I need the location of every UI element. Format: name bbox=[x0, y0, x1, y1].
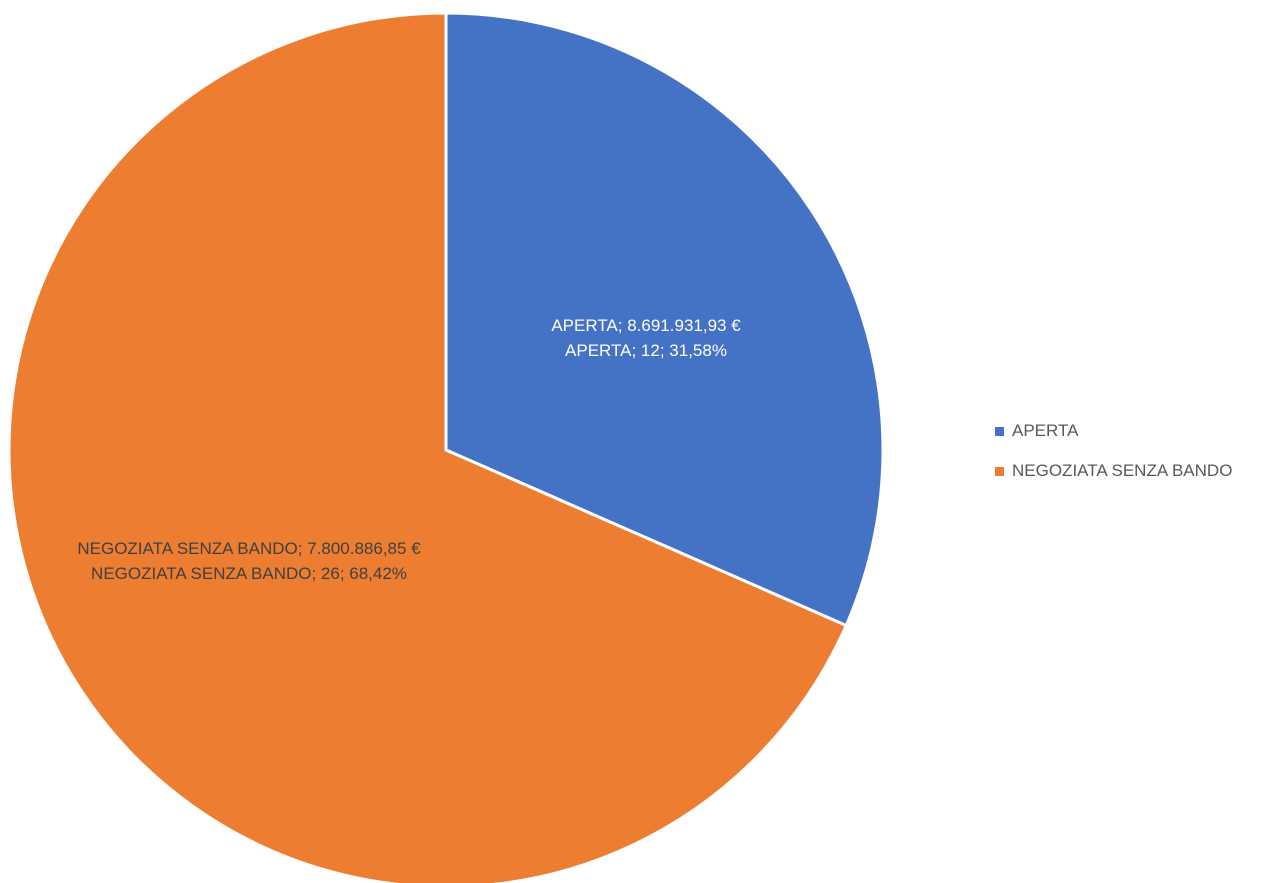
data-label-negoziata-amount: NEGOZIATA SENZA BANDO; 7.800.886,85 € bbox=[77, 539, 421, 558]
data-label-aperta-amount: APERTA; 8.691.931,93 € bbox=[551, 316, 741, 335]
data-label-negoziata-count: NEGOZIATA SENZA BANDO; 26; 68,42% bbox=[91, 564, 407, 583]
pie-slice-aperta bbox=[444, 11, 885, 628]
legend-swatch-aperta bbox=[995, 426, 1004, 436]
data-label-negoziata: NEGOZIATA SENZA BANDO; 7.800.886,85 € NE… bbox=[77, 536, 420, 586]
legend-item-negoziata: NEGOZIATA SENZA BANDO bbox=[995, 458, 1232, 484]
chart-legend: APERTA NEGOZIATA SENZA BANDO bbox=[995, 418, 1232, 498]
data-label-aperta: APERTA; 8.691.931,93 € APERTA; 12; 31,58… bbox=[551, 313, 740, 363]
data-label-aperta-count: APERTA; 12; 31,58% bbox=[565, 341, 727, 360]
legend-swatch-negoziata bbox=[995, 466, 1004, 476]
legend-label-aperta: APERTA bbox=[1012, 421, 1079, 440]
legend-label-negoziata: NEGOZIATA SENZA BANDO bbox=[1012, 461, 1233, 480]
legend-item-aperta: APERTA bbox=[995, 418, 1232, 444]
pie-slice-negoziata-senza-bando bbox=[7, 11, 848, 883]
